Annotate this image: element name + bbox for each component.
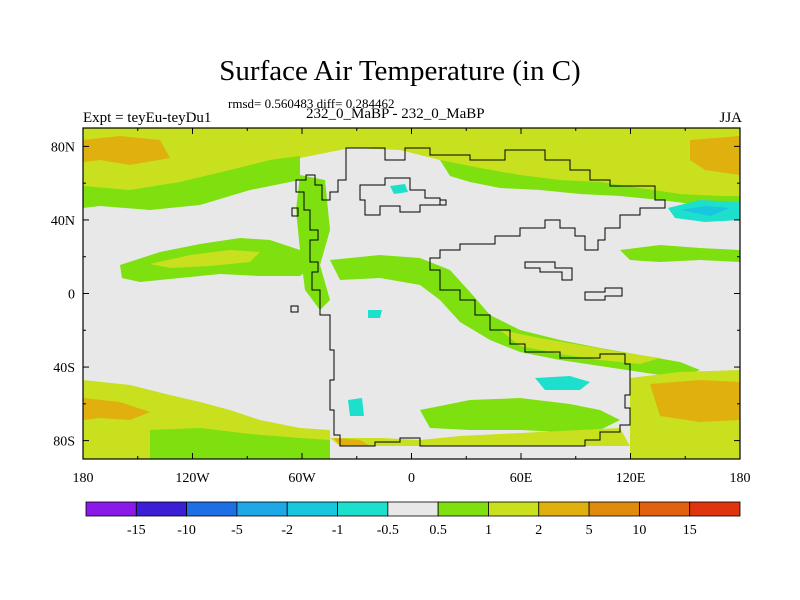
colorbar-swatch <box>186 501 238 517</box>
colorbar-label: -2 <box>281 523 293 538</box>
field-region-arctic-orange <box>83 136 170 165</box>
colorbar-label: 15 <box>683 523 697 538</box>
field-region-south-orange <box>83 398 150 420</box>
y-tick-label: 80S <box>53 435 75 450</box>
field-region-south-east-orange <box>650 380 740 422</box>
colorbar-label: -10 <box>177 523 196 538</box>
colorbar-swatch <box>135 501 188 517</box>
colorbar-label: 0.5 <box>429 523 447 538</box>
colorbar-swatch <box>689 501 741 517</box>
colorbar-swatch <box>588 501 640 517</box>
field-region-cyan-small <box>368 310 382 318</box>
map-field <box>83 128 740 459</box>
field-region-margin-yellow <box>500 330 660 364</box>
colorbar <box>85 501 741 517</box>
field-region-tropical-band-inner <box>150 250 260 268</box>
y-tick-label: 0 <box>68 288 75 303</box>
continent-outlines <box>290 147 666 447</box>
y-tick-label: 40S <box>53 361 75 376</box>
y-tick-label: 80N <box>51 140 75 155</box>
continent-outline-islet-north <box>439 199 447 206</box>
colorbar-labels: -15 -10 -5 -2 -1 -0.5 0.5 1 2 5 10 15 <box>127 523 697 538</box>
colorbar-swatch <box>638 501 691 517</box>
continent-outline-islet-west <box>291 207 299 217</box>
colorbar-swatch <box>387 501 439 517</box>
field-region-north-green <box>83 156 300 210</box>
field-region-antarctic-yellow <box>330 428 630 446</box>
colorbar-swatch <box>488 501 540 517</box>
experiment-label: Expt = teyEu-teyDu1 <box>83 110 212 126</box>
y-tick-label: 40N <box>51 214 75 229</box>
field-region-cyan-north <box>390 184 408 194</box>
map-axis-ticks <box>82 128 741 459</box>
map-title: Surface Air Temperature (in C) <box>219 55 581 87</box>
x-tick-label: 0 <box>408 471 415 486</box>
field-region-arctic-orange-east <box>690 136 740 175</box>
colorbar-swatch <box>538 501 590 517</box>
continent-outline-main <box>295 147 666 447</box>
continent-outline-inner-east <box>524 261 573 281</box>
field-region-south-green <box>150 428 330 459</box>
x-tick-label: 120E <box>616 471 646 486</box>
field-region-blue-east <box>680 206 730 216</box>
season-label: JJA <box>719 110 742 126</box>
colorbar-label: 5 <box>586 523 593 538</box>
colorbar-label: 2 <box>535 523 542 538</box>
continent-outline-islet-margin <box>290 305 299 313</box>
map-axis-labels: 180 120W 60W 0 60E 120E 180 80N 40N 0 40S 80S <box>51 140 751 486</box>
field-region-north-green-2 <box>440 160 740 206</box>
colorbar-label: -5 <box>231 523 243 538</box>
field-region-east-green <box>620 245 740 262</box>
x-tick-label: 60W <box>288 471 316 486</box>
continent-outline-inner-north <box>359 177 441 216</box>
colorbar-label: -0.5 <box>377 523 399 538</box>
field-region-margin-central <box>330 255 700 378</box>
field-region-antarctic-orange <box>334 438 370 446</box>
x-tick-label: 180 <box>73 471 94 486</box>
colorbar-label: 1 <box>485 523 492 538</box>
colorbar-swatch <box>437 501 489 517</box>
x-tick-label: 120W <box>175 471 210 486</box>
colorbar-swatch <box>286 501 338 517</box>
colorbar-swatch <box>85 501 137 517</box>
colorbar-label: -15 <box>127 523 146 538</box>
field-region-cyan-central <box>535 376 590 390</box>
field-region-cyan-antarctic <box>348 398 364 416</box>
statistics-label: rmsd= 0.560483 diff= 0.284462 <box>228 96 395 111</box>
colorbar-swatch <box>337 501 389 517</box>
field-region-antarctic-coast <box>420 398 620 432</box>
x-tick-label: 180 <box>730 471 751 486</box>
colorbar-swatch <box>236 501 288 517</box>
x-tick-label: 60E <box>510 471 533 486</box>
colorbar-label: 10 <box>632 523 646 538</box>
continent-outline-island <box>584 287 623 301</box>
subtitle-label: 232_0_MaBP - 232_0_MaBP <box>306 106 485 122</box>
colorbar-label: -1 <box>332 523 344 538</box>
